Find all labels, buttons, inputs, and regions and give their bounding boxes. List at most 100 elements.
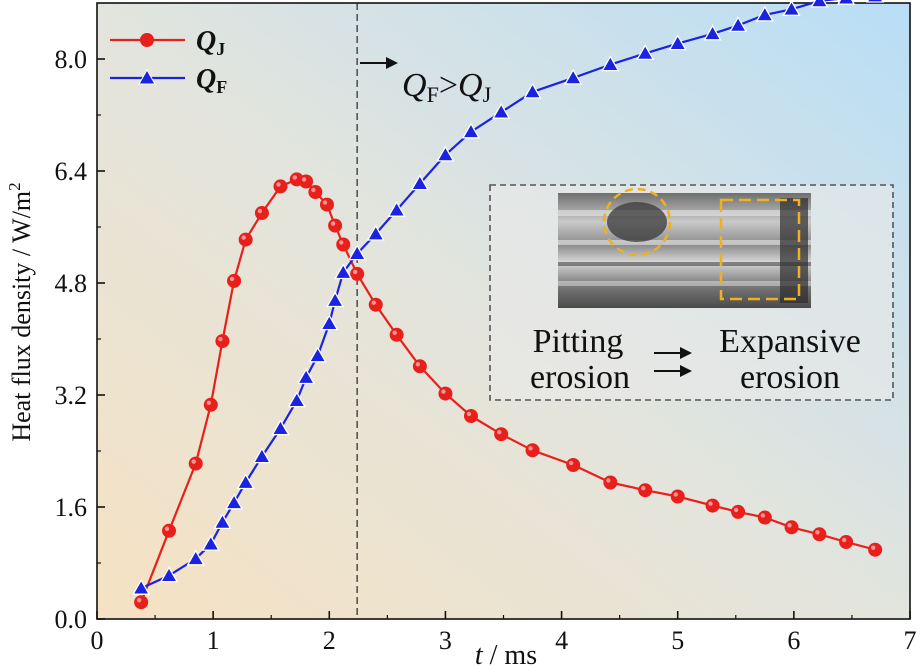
region-label-sub1: F xyxy=(427,82,439,107)
data-point-qj-highlight-28 xyxy=(733,507,739,513)
series-q-j xyxy=(134,172,883,610)
data-point-qf-3 xyxy=(201,534,220,551)
data-point-qj-highlight-23 xyxy=(568,460,574,466)
data-point-qj-highlight-31 xyxy=(815,530,820,535)
x-axis-unit: / ms xyxy=(483,640,537,666)
svg-text:QF: QF xyxy=(196,64,227,97)
data-point-qf-14 xyxy=(334,263,353,280)
data-point-qf-12 xyxy=(320,314,339,331)
legend-label-qf-sub: F xyxy=(216,77,227,97)
data-point-qf-18 xyxy=(410,174,429,191)
data-point-qj-26 xyxy=(670,489,685,504)
y-axis-ticks: 0.0 1.6 3.2 4.8 6.4 8.0 xyxy=(55,45,105,634)
data-point-qf-4 xyxy=(213,513,232,530)
data-point-qj-12 xyxy=(319,197,334,212)
data-point-qj-3 xyxy=(203,397,218,412)
data-point-qj-highlight-5 xyxy=(229,276,235,282)
data-point-qj-17 xyxy=(389,327,404,342)
data-point-qj-8 xyxy=(273,179,288,194)
x-tick-label-4: 4 xyxy=(555,626,568,655)
data-point-qj-highlight-13 xyxy=(330,221,336,226)
data-point-qf-11 xyxy=(308,346,327,363)
data-point-qf-26 xyxy=(668,34,687,51)
data-point-qj-highlight-2 xyxy=(191,459,196,464)
data-point-qj-25 xyxy=(638,483,653,498)
data-point-qj-highlight-25 xyxy=(640,486,646,491)
data-point-qf-30 xyxy=(782,0,801,16)
data-point-qj-highlight-32 xyxy=(841,537,847,543)
data-point-qj-highlight-16 xyxy=(371,300,376,305)
data-point-qj-highlight-8 xyxy=(276,182,281,187)
y-tick-label-4: 6.4 xyxy=(55,157,88,186)
data-point-qj-highlight-15 xyxy=(352,269,358,275)
data-point-qj-highlight-21 xyxy=(496,430,502,435)
inset-right-label-line1: Expansive xyxy=(719,323,861,360)
data-point-qj-highlight-29 xyxy=(760,513,766,518)
expansive-highlight xyxy=(719,198,801,301)
data-point-qf-0 xyxy=(132,578,151,595)
data-point-qj-highlight-6 xyxy=(241,235,246,240)
data-point-qj-highlight-12 xyxy=(322,200,328,205)
data-point-qf-25 xyxy=(636,44,655,61)
data-point-qj-22 xyxy=(525,443,540,458)
data-point-qj-7 xyxy=(254,206,269,220)
series-line-q-j xyxy=(140,178,876,603)
data-point-qj-13 xyxy=(328,218,343,233)
erosion-photo xyxy=(558,187,811,308)
y-tick-label-3: 4.8 xyxy=(55,269,88,298)
legend-entry-qf: QF xyxy=(110,64,227,97)
data-point-qj-31 xyxy=(812,527,827,542)
data-point-qj-highlight-14 xyxy=(339,240,344,245)
data-point-qf-33 xyxy=(866,0,885,3)
data-point-qf-10 xyxy=(296,368,316,385)
data-point-qj-18 xyxy=(412,359,427,374)
erosion-inset: Pitting erosion Expansive erosion xyxy=(489,184,894,401)
data-point-qf-1 xyxy=(159,566,179,583)
data-point-qf-8 xyxy=(271,419,290,436)
data-point-qj-15 xyxy=(350,266,365,281)
data-point-qj-33 xyxy=(868,542,883,557)
legend-entry-qj: QJ xyxy=(110,26,225,59)
series-q-f xyxy=(132,0,885,595)
data-point-qf-5 xyxy=(224,493,244,510)
data-point-qf-6 xyxy=(236,473,255,490)
data-point-qj-20 xyxy=(463,409,478,423)
data-point-qj-24 xyxy=(603,475,618,490)
data-point-qf-2 xyxy=(186,549,205,566)
data-point-qj-1 xyxy=(162,523,177,538)
data-point-qj-highlight-33 xyxy=(870,545,876,550)
data-point-qj-highlight-10 xyxy=(301,177,307,182)
data-point-qj-10 xyxy=(299,174,314,189)
data-point-qf-16 xyxy=(366,224,385,241)
region-label-sub2: J xyxy=(483,82,492,107)
data-point-qf-20 xyxy=(461,122,481,139)
legend-label-qj-symbol: Q xyxy=(196,26,216,57)
legend-label-qj-sub: J xyxy=(216,39,225,59)
data-point-qj-highlight-11 xyxy=(311,187,316,193)
data-point-qj-28 xyxy=(731,504,746,519)
series-layer xyxy=(132,0,885,610)
x-axis-label: t / ms xyxy=(475,640,537,666)
data-point-qf-9 xyxy=(287,391,306,408)
inset-left-label-line2: erosion xyxy=(530,359,630,396)
data-point-qf-24 xyxy=(601,55,620,72)
data-point-qj-highlight-9 xyxy=(292,175,297,180)
data-point-qf-32 xyxy=(837,0,856,5)
x-tick-label-1: 1 xyxy=(207,626,220,655)
data-point-qj-highlight-17 xyxy=(392,330,397,335)
svg-text:QF>QJ: QF>QJ xyxy=(402,67,492,107)
data-point-qj-highlight-19 xyxy=(441,389,446,394)
inset-left-label-line1: Pitting xyxy=(533,323,624,360)
data-point-qf-13 xyxy=(325,291,345,308)
data-point-qj-27 xyxy=(705,498,720,513)
data-point-qj-4 xyxy=(215,334,230,349)
data-point-qf-31 xyxy=(810,0,829,8)
legend: QJ QF xyxy=(110,26,227,97)
legend-label-qf-symbol: Q xyxy=(196,64,216,95)
x-tick-label-0: 0 xyxy=(91,626,104,655)
y-axis-sup: 2 xyxy=(5,182,24,191)
data-point-qj-2 xyxy=(188,456,203,471)
data-point-qj-19 xyxy=(438,386,453,401)
data-point-qj-highlight-7 xyxy=(257,208,263,214)
y-axis-label: Heat flux density / W/m2 xyxy=(5,182,36,441)
